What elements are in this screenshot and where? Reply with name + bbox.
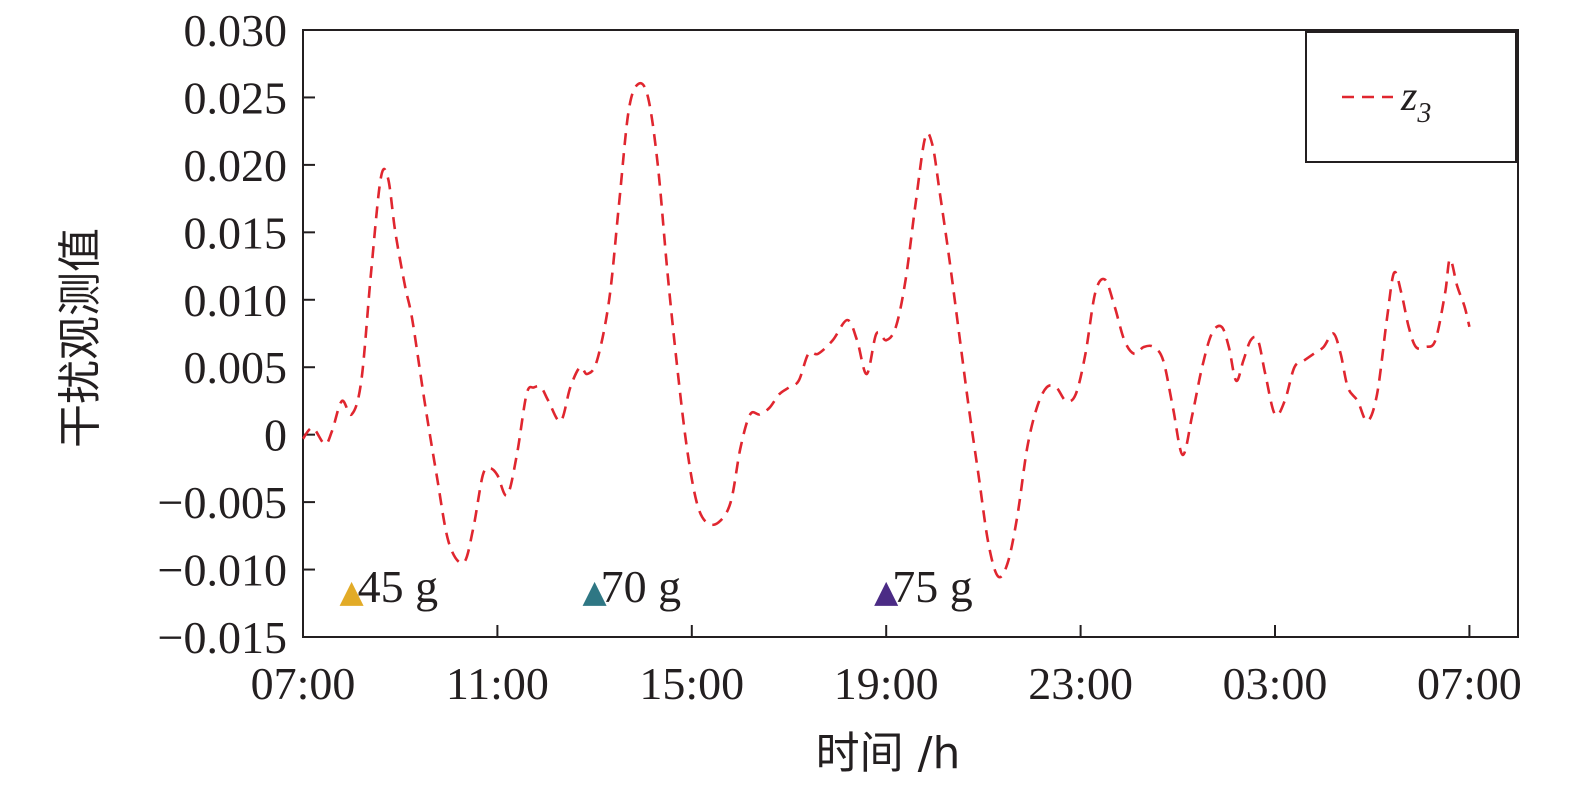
annotation-label-3: 75 g [892, 561, 973, 612]
y-tick-label: 0 [264, 410, 287, 461]
x-tick-label: 11:00 [446, 658, 549, 709]
y-tick-label: −0.015 [158, 612, 287, 663]
x-tick-label: 07:00 [1417, 658, 1522, 709]
y-tick-label: −0.005 [158, 477, 287, 528]
legend-label-base: z [1400, 74, 1417, 120]
annotation-label-2: 70 g [601, 561, 682, 612]
y-tick-label: 0.025 [184, 72, 288, 123]
legend: z3 [1305, 31, 1517, 163]
x-tick-label: 19:00 [834, 658, 939, 709]
legend-label-subscript: 3 [1416, 98, 1431, 129]
annotations-layer: 45 g 70 g 75 g [339, 561, 973, 612]
series-layer [301, 81, 1471, 579]
annotation-marker-1 [339, 581, 364, 606]
y-tick-label: −0.010 [158, 545, 287, 596]
legend-label-z3: z3 [1400, 74, 1431, 129]
annotation-marker-2 [582, 581, 607, 606]
annotation-marker-3 [874, 581, 899, 606]
y-axis-title: 干扰观测值 [55, 228, 106, 448]
y-tick-label: 0.010 [184, 275, 288, 326]
x-tick-label: 15:00 [639, 658, 744, 709]
x-axis-title: 时间 /h [816, 728, 961, 779]
x-tick-label: 07:00 [251, 658, 356, 709]
series-line-z3 [301, 81, 1471, 579]
annotation-label-1: 45 g [358, 561, 439, 612]
axes: −0.015 −0.010 −0.005 0 0.005 0.010 0.015 0.020 0… [158, 5, 1522, 709]
x-tick-label: 03:00 [1223, 658, 1328, 709]
y-tick-label: 0.020 [184, 140, 288, 191]
legend-box [1305, 31, 1517, 163]
y-tick-label: 0.030 [184, 5, 288, 56]
y-tick-label: 0.015 [184, 207, 288, 258]
x-tick-label: 23:00 [1028, 658, 1133, 709]
plot-frame [302, 29, 1519, 638]
y-tick-label: 0.005 [184, 342, 288, 393]
